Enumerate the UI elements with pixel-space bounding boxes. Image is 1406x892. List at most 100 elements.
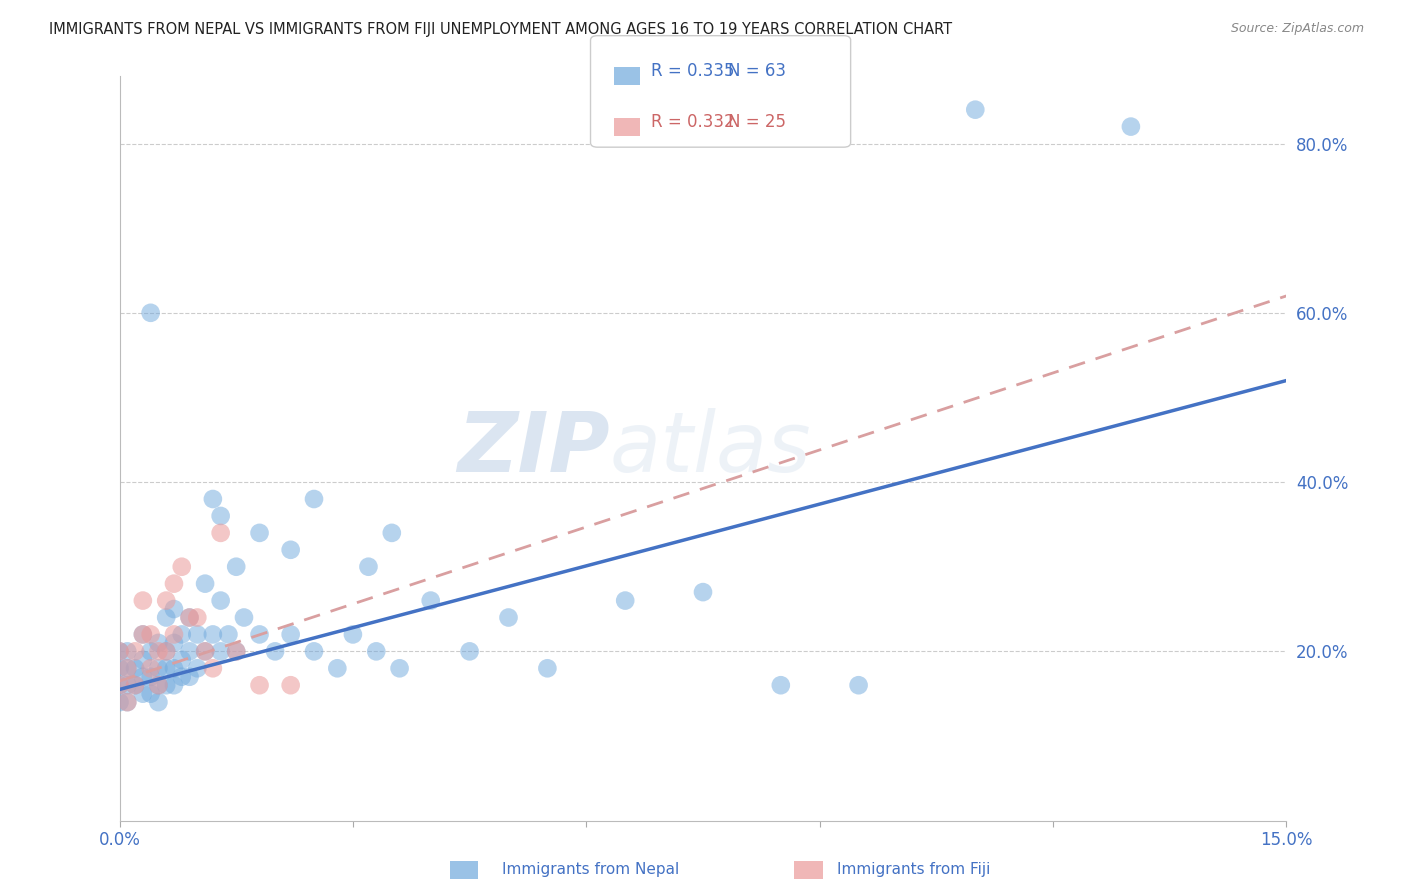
- Point: [124, 678, 146, 692]
- Point: [108, 678, 131, 692]
- Text: R = 0.332: R = 0.332: [651, 113, 734, 131]
- Point: [132, 653, 155, 667]
- Point: [124, 661, 146, 675]
- Point: [148, 678, 170, 692]
- Point: [117, 678, 139, 692]
- Point: [139, 661, 162, 675]
- Point: [117, 644, 139, 658]
- Point: [249, 525, 271, 540]
- Point: [357, 559, 380, 574]
- Point: [366, 644, 388, 658]
- Point: [209, 644, 232, 658]
- Point: [1119, 120, 1142, 134]
- Point: [148, 661, 170, 675]
- Point: [170, 627, 193, 641]
- Point: [848, 678, 870, 692]
- Point: [186, 661, 208, 675]
- Point: [179, 610, 201, 624]
- Point: [155, 661, 177, 675]
- Text: N = 63: N = 63: [728, 62, 786, 80]
- Point: [117, 661, 139, 675]
- Point: [163, 678, 186, 692]
- Point: [614, 593, 637, 607]
- Point: [108, 695, 131, 709]
- Point: [148, 678, 170, 692]
- Point: [249, 627, 271, 641]
- Point: [139, 627, 162, 641]
- Point: [139, 670, 162, 684]
- Point: [302, 491, 325, 506]
- Text: R = 0.335: R = 0.335: [651, 62, 734, 80]
- Point: [132, 627, 155, 641]
- Point: [155, 610, 177, 624]
- Point: [139, 687, 162, 701]
- Point: [179, 610, 201, 624]
- Point: [498, 610, 520, 624]
- Point: [132, 627, 155, 641]
- Point: [148, 636, 170, 650]
- Point: [163, 576, 186, 591]
- Point: [302, 644, 325, 658]
- Text: atlas: atlas: [610, 408, 811, 489]
- Point: [108, 644, 131, 658]
- Point: [117, 695, 139, 709]
- Point: [194, 644, 217, 658]
- Point: [209, 593, 232, 607]
- Point: [155, 644, 177, 658]
- Point: [132, 670, 155, 684]
- Point: [117, 695, 139, 709]
- Point: [148, 695, 170, 709]
- Point: [692, 585, 714, 599]
- Point: [179, 670, 201, 684]
- Point: [139, 644, 162, 658]
- Point: [124, 678, 146, 692]
- Point: [217, 627, 239, 641]
- Point: [249, 678, 271, 692]
- Point: [155, 593, 177, 607]
- Point: [419, 593, 441, 607]
- Point: [163, 661, 186, 675]
- Point: [342, 627, 364, 641]
- Point: [264, 644, 287, 658]
- Point: [280, 542, 302, 557]
- Point: [163, 636, 186, 650]
- Point: [201, 491, 224, 506]
- Point: [233, 610, 256, 624]
- Point: [148, 644, 170, 658]
- Point: [132, 687, 155, 701]
- Point: [170, 653, 193, 667]
- Point: [280, 678, 302, 692]
- Point: [458, 644, 481, 658]
- Point: [139, 306, 162, 320]
- Point: [170, 559, 193, 574]
- Point: [388, 661, 411, 675]
- Point: [155, 644, 177, 658]
- Text: Immigrants from Nepal: Immigrants from Nepal: [502, 863, 679, 877]
- Point: [108, 661, 131, 675]
- Point: [536, 661, 558, 675]
- Point: [769, 678, 792, 692]
- Point: [117, 661, 139, 675]
- Point: [225, 644, 247, 658]
- Point: [155, 678, 177, 692]
- Point: [965, 103, 987, 117]
- Point: [170, 670, 193, 684]
- Point: [163, 602, 186, 616]
- Point: [108, 644, 131, 658]
- Point: [381, 525, 404, 540]
- Point: [186, 627, 208, 641]
- Point: [179, 644, 201, 658]
- Text: Immigrants from Fiji: Immigrants from Fiji: [837, 863, 991, 877]
- Point: [209, 508, 232, 523]
- Point: [108, 678, 131, 692]
- Text: ZIP: ZIP: [457, 408, 610, 489]
- Point: [124, 644, 146, 658]
- Point: [326, 661, 349, 675]
- Point: [132, 593, 155, 607]
- Point: [194, 576, 217, 591]
- Point: [225, 559, 247, 574]
- Point: [209, 525, 232, 540]
- Point: [163, 627, 186, 641]
- Point: [194, 644, 217, 658]
- Text: N = 25: N = 25: [728, 113, 786, 131]
